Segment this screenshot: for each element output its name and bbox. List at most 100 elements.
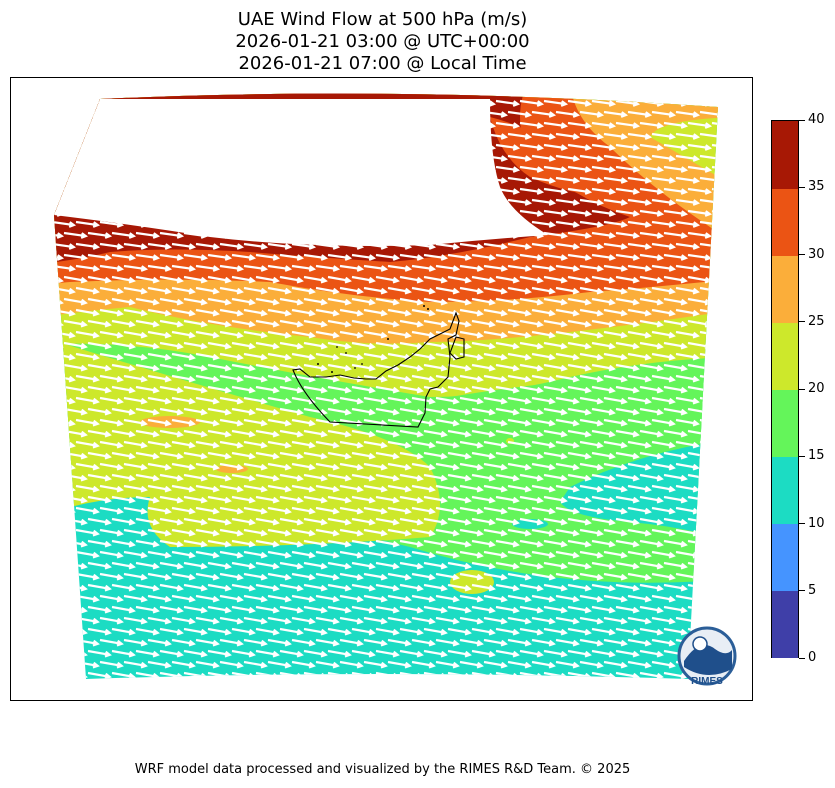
wind-arrow [483, 330, 508, 339]
wind-arrow [447, 451, 472, 460]
wind-arrow [207, 297, 232, 306]
wind-arrow [555, 220, 581, 228]
wind-arrow [471, 429, 496, 438]
wind-arrow [315, 462, 340, 471]
wind-arrow [651, 396, 676, 405]
wind-arrow [147, 484, 172, 493]
wind-arrow [591, 451, 616, 460]
wind-arrow [243, 374, 268, 383]
wind-arrow [123, 594, 148, 603]
wind-arrow [327, 429, 352, 438]
wind-arrow [339, 308, 364, 317]
wind-arrow [687, 253, 713, 261]
wind-arrow [207, 583, 232, 592]
wind-arrow [123, 330, 148, 339]
wind-arrow [111, 561, 136, 570]
wind-arrow [315, 572, 340, 581]
colorbar-tick [799, 523, 805, 524]
wind-arrow [351, 561, 376, 570]
wind-arrow [555, 418, 580, 427]
wind-arrow [675, 330, 700, 339]
wind-arrow [435, 440, 460, 449]
wind-arrow [207, 275, 232, 284]
wind-arrow [183, 473, 208, 482]
wind-arrow [507, 264, 533, 272]
wind-arrow [459, 660, 484, 669]
wind-arrow [351, 275, 376, 284]
wind-arrow [63, 385, 88, 394]
wind-arrow [663, 495, 688, 504]
wind-arrow [675, 374, 700, 383]
colorbar-tick [799, 590, 805, 592]
wind-arrow [423, 253, 449, 261]
wind-arrow [159, 253, 185, 261]
wind-arrow [411, 462, 436, 471]
wind-arrow [183, 407, 208, 416]
wind-arrow [651, 594, 676, 603]
wind-arrow [531, 484, 556, 493]
wind-arrow [243, 418, 268, 427]
wind-arrow [579, 572, 604, 581]
colorbar-segment [772, 456, 798, 524]
wind-arrow [267, 638, 292, 647]
wind-arrow [327, 275, 352, 284]
wind-arrow [219, 462, 244, 471]
wind-arrow [507, 154, 533, 162]
wind-arrow [591, 231, 617, 239]
wind-arrow [615, 429, 640, 438]
wind-arrow [519, 363, 544, 372]
wind-arrow [471, 473, 496, 482]
wind-arrow [123, 242, 149, 250]
wind-arrow [195, 594, 220, 603]
wind-arrow [495, 407, 520, 416]
wind-arrow [531, 198, 557, 206]
wind-arrow [339, 660, 364, 669]
wind-arrow [615, 517, 640, 526]
wind-arrow [435, 396, 460, 405]
wind-arrow [267, 264, 293, 272]
colorbar-segment [772, 188, 798, 256]
wind-arrow [159, 275, 184, 284]
wind-arrow [651, 352, 676, 361]
wind-arrow [591, 99, 617, 107]
wind-arrow [303, 627, 328, 636]
wind-arrow [591, 495, 616, 504]
wind-arrow [279, 341, 304, 350]
wind-arrow [399, 605, 424, 614]
wind-arrow [627, 264, 653, 272]
wind-arrow [459, 418, 484, 427]
wind-arrow [183, 539, 208, 548]
wind-arrow [375, 297, 400, 306]
wind-arrow [75, 550, 100, 559]
wind-arrow [519, 649, 544, 658]
wind-arrow [675, 440, 700, 449]
wind-arrow [675, 396, 700, 405]
wind-arrow [327, 561, 352, 570]
wind-arrow [303, 451, 328, 460]
wind-arrow [411, 374, 436, 383]
wind-arrow [195, 418, 220, 427]
wind-arrow [99, 264, 125, 272]
wind-arrow [603, 528, 628, 537]
wind-arrow [351, 385, 376, 394]
wind-arrow [687, 231, 713, 239]
wind-arrow [99, 506, 124, 515]
wind-arrow [99, 308, 124, 317]
wind-arrow [471, 561, 496, 570]
wind-arrow [615, 407, 640, 416]
wind-arrow [243, 528, 268, 537]
wind-arrow [411, 660, 436, 669]
wind-arrow [519, 627, 544, 636]
wind-arrow [483, 264, 509, 272]
colorbar [771, 120, 799, 658]
wind-arrow [447, 429, 472, 438]
wind-arrow [399, 253, 425, 261]
wind-arrow [507, 396, 532, 405]
wind-arrow [135, 297, 160, 306]
wind-arrow [123, 264, 149, 272]
wind-arrow [75, 286, 100, 295]
wind-arrow [399, 649, 424, 658]
wind-arrow [543, 275, 568, 284]
wind-arrow [543, 363, 568, 372]
wind-arrow [207, 319, 232, 328]
